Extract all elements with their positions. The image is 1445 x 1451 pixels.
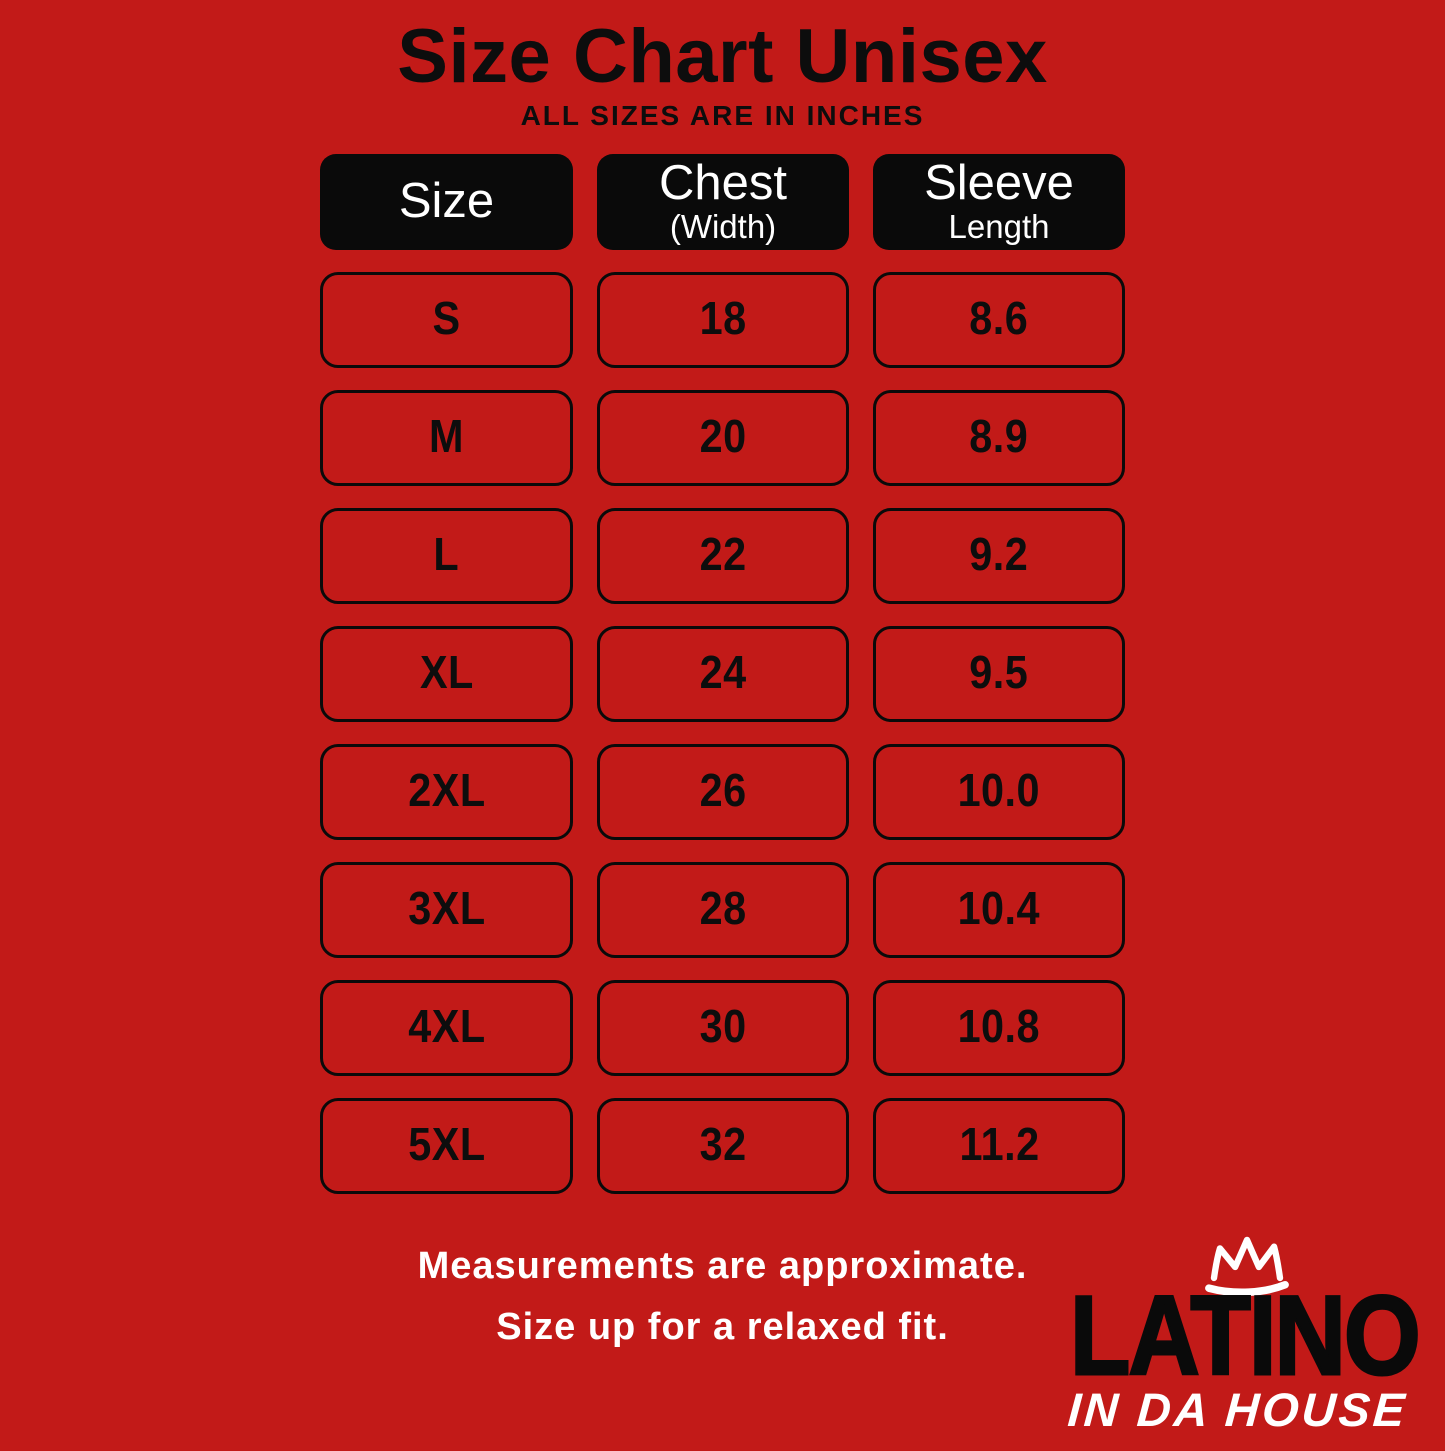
chest-cell: 24 [597,626,849,723]
cell-value: 30 [699,1000,747,1053]
size-cell: 2XL [320,744,573,841]
cell-value: 10.0 [957,764,1041,817]
chest-cell: 32 [597,1098,849,1195]
chest-cell: 26 [597,744,849,841]
size-table: Size Chest (Width) Sleeve Length S 18 8.… [320,154,1125,1195]
brand-name: LATINO [1069,1273,1422,1398]
page-subtitle: ALL SIZES ARE IN INCHES [520,100,925,132]
sleeve-cell: 9.2 [873,508,1125,605]
brand-logo: LATINO IN DA HOUSE [1062,1224,1442,1448]
cell-value: XL [419,646,474,699]
column-header-size: Size [320,154,573,251]
table-row: S 18 8.6 [320,272,1125,369]
sleeve-cell: 8.6 [873,272,1125,369]
footer-note: Measurements are approximate. Size up fo… [320,1236,1125,1358]
column-header-sublabel: Length [948,208,1050,246]
chest-cell: 18 [597,272,849,369]
sleeve-cell: 10.8 [873,980,1125,1077]
table-row: 2XL 26 10.0 [320,744,1125,841]
cell-value: 3XL [407,882,486,935]
column-header-label: Size [398,174,495,229]
column-header-sleeve: Sleeve Length [873,154,1125,251]
cell-value: L [433,528,460,581]
cell-value: 20 [699,410,747,463]
cell-value: 4XL [407,1000,486,1053]
sleeve-cell: 8.9 [873,390,1125,487]
cell-value: 10.4 [957,882,1041,935]
brand-tagline: IN DA HOUSE [1066,1383,1410,1436]
cell-value: M [429,410,464,463]
footer-line-1: Measurements are approximate. [417,1245,1028,1288]
cell-value: 32 [699,1118,747,1171]
cell-value: 11.2 [958,1118,1040,1171]
size-cell: 3XL [320,862,573,959]
column-header-label: Sleeve [924,156,1074,211]
table-row: 5XL 32 11.2 [320,1098,1125,1195]
cell-value: 24 [699,646,747,699]
cell-value: 18 [699,292,747,345]
cell-value: 22 [699,528,747,581]
sleeve-cell: 11.2 [873,1098,1125,1195]
cell-value: 5XL [407,1118,486,1171]
chest-cell: 28 [597,862,849,959]
sleeve-cell: 9.5 [873,626,1125,723]
cell-value: 26 [699,764,747,817]
size-cell: S [320,272,573,369]
table-row: M 20 8.9 [320,390,1125,487]
column-header-sublabel: (Width) [669,208,777,246]
cell-value: 28 [699,882,747,935]
cell-value: 2XL [407,764,486,817]
cell-value: 8.6 [969,292,1029,345]
column-header-label: Chest [658,156,787,211]
cell-value: 10.8 [957,1000,1041,1053]
table-header-row: Size Chest (Width) Sleeve Length [320,154,1125,251]
table-row: 3XL 28 10.4 [320,862,1125,959]
page-title: Size Chart Unisex [397,14,1048,99]
column-header-chest: Chest (Width) [597,154,849,251]
size-cell: L [320,508,573,605]
footer-line-2: Size up for a relaxed fit. [496,1305,949,1348]
table-row: 4XL 30 10.8 [320,980,1125,1077]
size-cell: M [320,390,573,487]
sleeve-cell: 10.4 [873,862,1125,959]
chest-cell: 22 [597,508,849,605]
size-cell: XL [320,626,573,723]
chest-cell: 30 [597,980,849,1077]
cell-value: S [432,292,461,345]
chest-cell: 20 [597,390,849,487]
crown-icon [1205,1236,1289,1297]
cell-value: 9.5 [969,646,1029,699]
cell-value: 8.9 [969,410,1029,463]
table-row: XL 24 9.5 [320,626,1125,723]
size-cell: 4XL [320,980,573,1077]
cell-value: 9.2 [969,528,1029,581]
size-cell: 5XL [320,1098,573,1195]
table-row: L 22 9.2 [320,508,1125,605]
sleeve-cell: 10.0 [873,744,1125,841]
